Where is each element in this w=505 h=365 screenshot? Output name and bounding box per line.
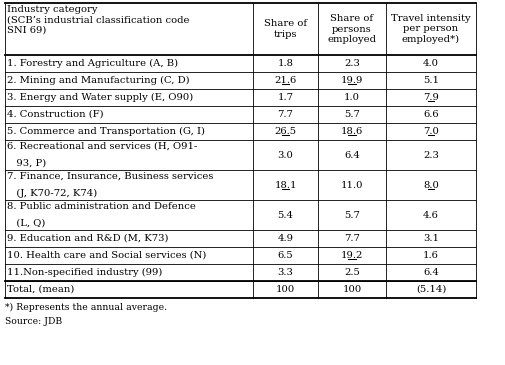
Text: 2.3: 2.3 [344,59,360,68]
Text: 2.5: 2.5 [344,268,360,277]
Text: 18.1: 18.1 [274,181,297,189]
Text: 10. Health care and Social services (N): 10. Health care and Social services (N) [7,251,207,260]
Text: Total, (mean): Total, (mean) [7,285,74,294]
Text: 3.1: 3.1 [423,234,439,243]
Text: 5.4: 5.4 [278,211,293,219]
Text: 7.7: 7.7 [344,234,360,243]
Text: Source: JDB: Source: JDB [5,317,62,326]
Text: 4.0: 4.0 [423,59,439,68]
Text: 2.3: 2.3 [423,150,439,160]
Text: 11.Non-specified industry (99): 11.Non-specified industry (99) [7,268,163,277]
Text: 6.4: 6.4 [423,268,439,277]
Text: 5.7: 5.7 [344,211,360,219]
Text: Industry category
(SCB’s industrial classification code
SNI 69): Industry category (SCB’s industrial clas… [7,5,189,35]
Text: 6.6: 6.6 [423,110,439,119]
Text: Share of
persons
employed: Share of persons employed [328,14,377,44]
Text: 1. Forestry and Agriculture (A, B): 1. Forestry and Agriculture (A, B) [7,59,178,68]
Text: 8. Public administration and Defence: 8. Public administration and Defence [7,202,196,211]
Text: 18.6: 18.6 [341,127,363,136]
Text: 9. Education and R&D (M, K73): 9. Education and R&D (M, K73) [7,234,169,243]
Text: 6.4: 6.4 [344,150,360,160]
Text: 1.0: 1.0 [344,93,360,102]
Text: (L, Q): (L, Q) [7,219,45,228]
Text: 6.5: 6.5 [278,251,293,260]
Text: 19.2: 19.2 [341,251,363,260]
Text: 7. Finance, Insurance, Business services: 7. Finance, Insurance, Business services [7,172,214,181]
Text: *) Represents the annual average.: *) Represents the annual average. [5,303,167,312]
Text: 1.8: 1.8 [278,59,293,68]
Text: 7.7: 7.7 [278,110,293,119]
Text: 3. Energy and Water supply (E, O90): 3. Energy and Water supply (E, O90) [7,93,193,102]
Text: 4.6: 4.6 [423,211,439,219]
Text: 100: 100 [342,285,362,294]
Text: 5. Commerce and Transportation (G, I): 5. Commerce and Transportation (G, I) [7,127,205,136]
Text: 3.3: 3.3 [278,268,293,277]
Text: 21.6: 21.6 [274,76,296,85]
Text: 4. Construction (F): 4. Construction (F) [7,110,104,119]
Text: 3.0: 3.0 [278,150,293,160]
Text: 1.6: 1.6 [423,251,439,260]
Text: 7.0: 7.0 [423,127,439,136]
Text: 19.9: 19.9 [341,76,363,85]
Text: (J, K70-72, K74): (J, K70-72, K74) [7,189,97,198]
Text: 1.7: 1.7 [278,93,293,102]
Text: 11.0: 11.0 [341,181,363,189]
Text: 4.9: 4.9 [278,234,293,243]
Text: 6. Recreational and services (H, O91-: 6. Recreational and services (H, O91- [7,142,197,151]
Text: 8.0: 8.0 [423,181,439,189]
Text: 26.5: 26.5 [274,127,296,136]
Text: 5.1: 5.1 [423,76,439,85]
Text: Travel intensity
per person
employed*): Travel intensity per person employed*) [391,14,471,44]
Text: 2. Mining and Manufacturing (C, D): 2. Mining and Manufacturing (C, D) [7,76,189,85]
Text: (5.14): (5.14) [416,285,446,294]
Text: Share of
trips: Share of trips [264,19,307,39]
Text: 100: 100 [276,285,295,294]
Text: 5.7: 5.7 [344,110,360,119]
Text: 7.9: 7.9 [423,93,439,102]
Text: 93, P): 93, P) [7,159,46,168]
